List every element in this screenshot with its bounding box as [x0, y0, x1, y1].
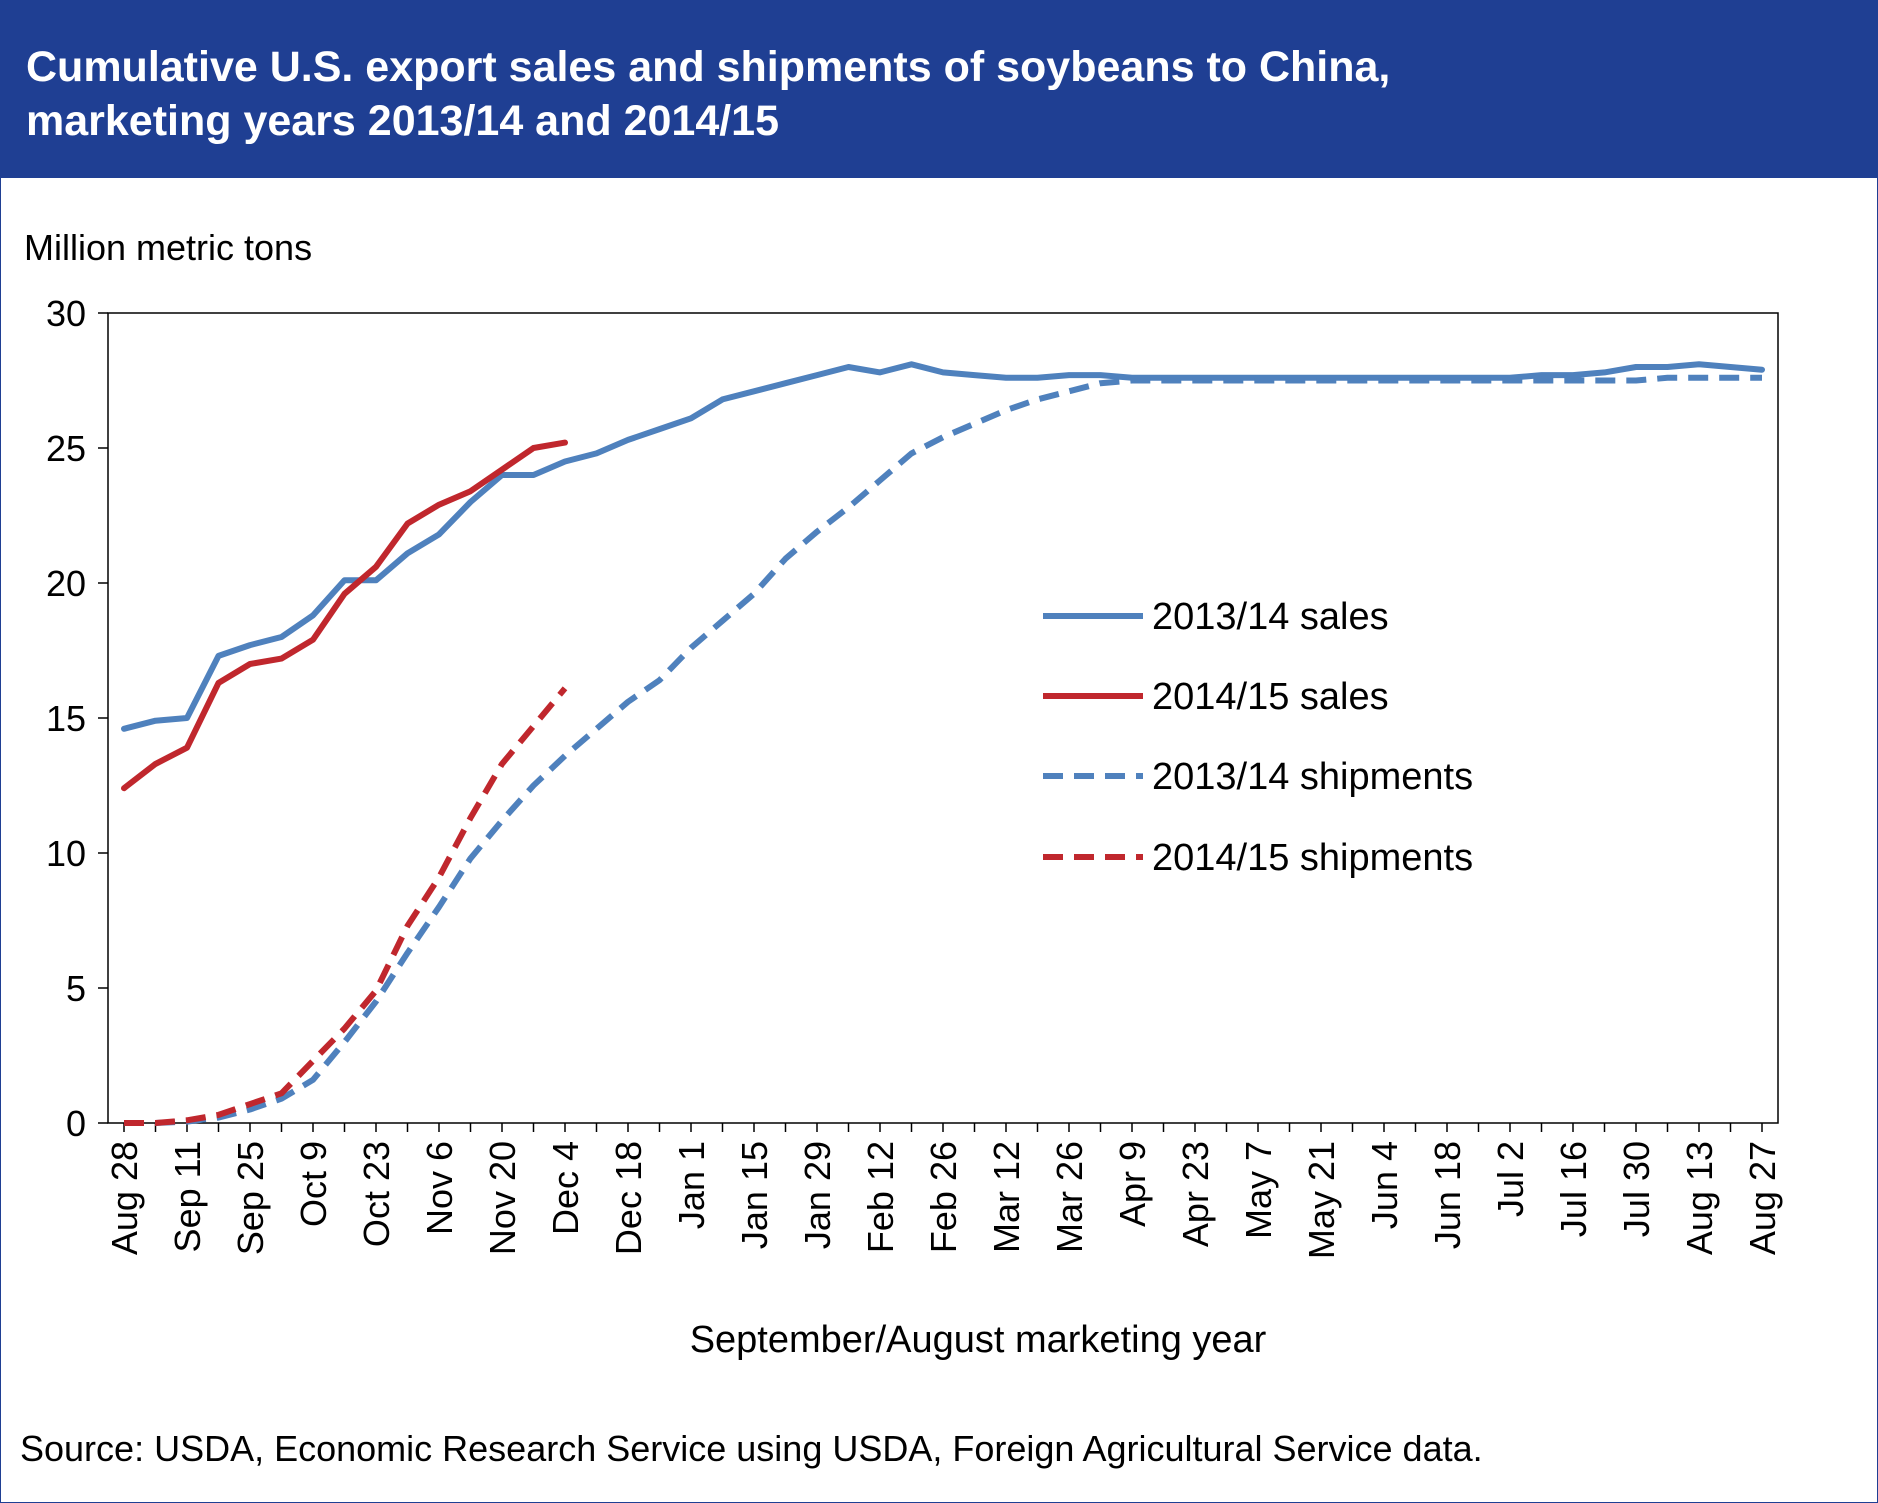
x-tick-label: Jun 4 [1364, 1141, 1405, 1229]
x-tick-label: Feb 12 [860, 1141, 901, 1253]
x-tick-label: Sep 25 [230, 1141, 271, 1255]
x-tick-label: Dec 4 [545, 1141, 586, 1235]
legend: 2013/14 sales 2014/15 sales 2013/14 shipme… [1043, 596, 1473, 879]
x-tick-label: Apr 9 [1112, 1141, 1153, 1227]
x-tick-label: Jul 30 [1616, 1141, 1657, 1237]
legend-label: 2013/14 sales [1152, 596, 1389, 638]
x-tick-label: Nov 6 [419, 1141, 460, 1235]
x-tick-label: Jul 2 [1490, 1141, 1531, 1217]
axes: 0 5 10 15 20 25 30 Million metric tons Aug 28 Sep… [24, 227, 1783, 1361]
y-axis-label: Million metric tons [24, 227, 312, 268]
x-tick-label: Jan 29 [797, 1141, 838, 1249]
x-tick-label: Aug 13 [1679, 1141, 1720, 1255]
y-tick-label: 25 [46, 428, 86, 469]
chart-title-line-1: Cumulative U.S. export sales and shipmen… [26, 43, 1391, 91]
y-tick-label: 30 [46, 293, 86, 334]
x-tick-label: Jan 15 [734, 1141, 775, 1249]
chart-title: Cumulative U.S. export sales and shipmen… [26, 40, 1846, 148]
x-tick-label: Jun 18 [1427, 1141, 1468, 1249]
y-tick-label: 20 [46, 563, 86, 604]
y-tick-label: 15 [46, 698, 86, 739]
source-note: Source: USDA, Economic Research Service … [20, 1428, 1483, 1469]
y-tick-label: 0 [66, 1103, 86, 1144]
x-tick-label: Oct 9 [293, 1141, 334, 1227]
x-tick-label: Aug 28 [104, 1141, 145, 1255]
series-line-2013-14-sales [121, 361, 1765, 732]
x-axis-label: September/August marketing year [690, 1319, 1267, 1361]
x-tick-label: Jan 1 [671, 1141, 712, 1229]
legend-label: 2014/15 shipments [1152, 837, 1473, 879]
x-tick-label: Dec 18 [608, 1141, 649, 1255]
x-tick-label: Mar 12 [986, 1141, 1027, 1253]
plot-area [107, 312, 1779, 1124]
x-tick-label: Oct 23 [356, 1141, 397, 1247]
line-chart: 0 5 10 15 20 25 30 Million metric tons Aug 28 Sep… [24, 227, 1783, 1361]
series-line-2014-15-shipments [124, 686, 568, 1126]
x-tick-label: Jul 16 [1553, 1141, 1594, 1237]
x-tick-label: Mar 26 [1049, 1141, 1090, 1253]
x-tick-label: May 7 [1238, 1141, 1279, 1239]
x-tick-label: Aug 27 [1742, 1141, 1783, 1255]
x-tick-label: Apr 23 [1175, 1141, 1216, 1247]
chart-title-line-2: marketing years 2013/14 and 2014/15 [26, 97, 780, 145]
series-line-2014-15-sales [121, 439, 568, 792]
x-tick-label: May 21 [1301, 1141, 1342, 1259]
x-tick-label: Feb 26 [923, 1141, 964, 1253]
series-layer [121, 361, 1765, 1126]
title-banner: Cumulative U.S. export sales and shipmen… [0, 0, 1878, 178]
y-tick-label: 5 [66, 968, 86, 1009]
x-tick-label: Sep 11 [167, 1141, 208, 1252]
legend-label: 2013/14 shipments [1152, 756, 1473, 798]
y-tick-label: 10 [46, 833, 86, 874]
series-line-2013-14-shipments [124, 374, 1762, 1126]
legend-label: 2014/15 sales [1152, 676, 1389, 718]
x-tick-label: Nov 20 [482, 1141, 523, 1255]
